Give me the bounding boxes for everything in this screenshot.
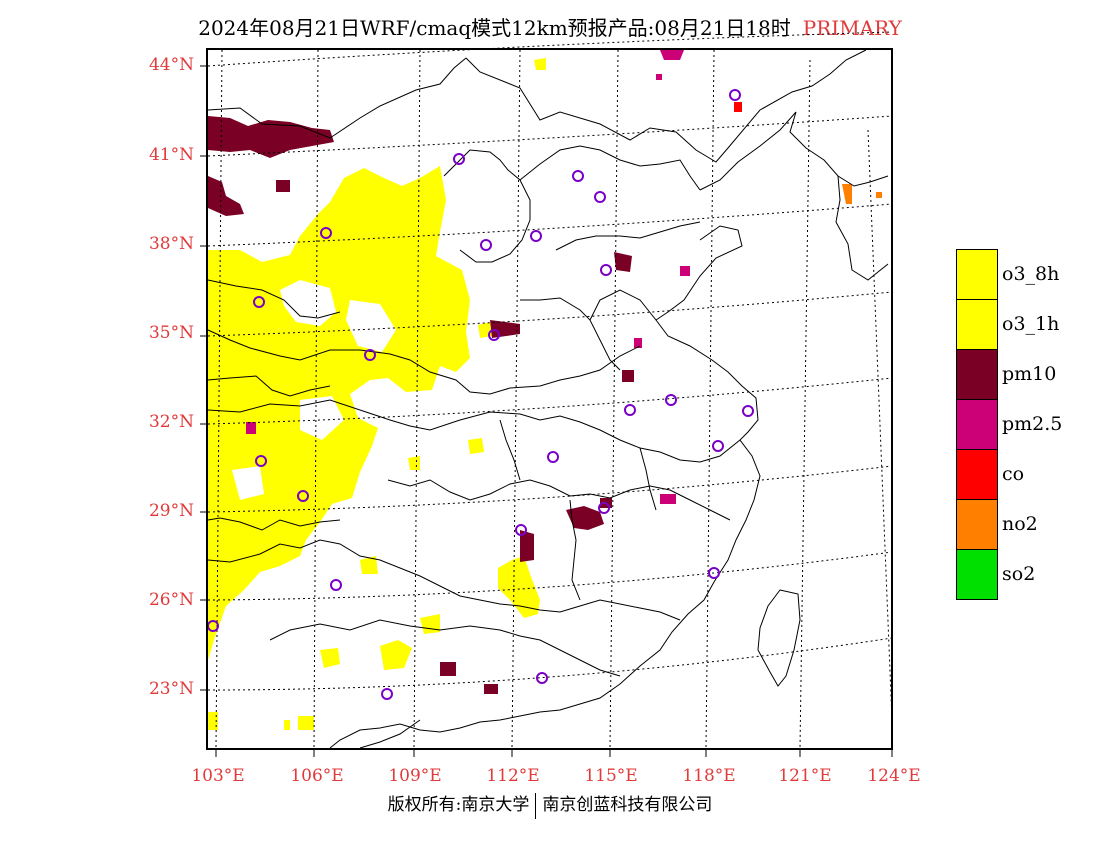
lon-label-124: 124°E (867, 766, 921, 786)
lat-label-32: 32°N (148, 412, 194, 432)
legend-swatch (956, 449, 998, 500)
lon-label-112: 112°E (486, 766, 540, 786)
lon-label-115: 115°E (584, 766, 638, 786)
lat-label-41: 41°N (148, 145, 194, 165)
lat-label-23: 23°N (148, 679, 194, 699)
map-title: 2024年08月21日WRF/cmaq模式12km预报产品:08月21日18时 P… (0, 12, 1100, 41)
lon-label-103: 103°E (191, 766, 245, 786)
legend-swatch (956, 349, 998, 400)
map-frame (206, 48, 893, 750)
lat-label-35: 35°N (148, 323, 194, 343)
co-regions (734, 102, 742, 112)
no2-regions (842, 184, 882, 204)
footer-right: 南京创蓝科技有限公司 (542, 795, 713, 815)
footer-left: 版权所有:南京大学 (387, 795, 530, 815)
copyright-footer: 版权所有:南京大学 南京创蓝科技有限公司 (0, 790, 1100, 819)
lon-label-109: 109°E (388, 766, 442, 786)
title-main: 2024年08月21日WRF/cmaq模式12km预报产品:08月21日18时 (198, 16, 791, 40)
graticule (207, 31, 893, 749)
lon-label-121: 121°E (778, 766, 832, 786)
legend-label: so2 (1002, 563, 1036, 585)
legend-swatch (956, 249, 998, 300)
lon-label-106: 106°E (290, 766, 344, 786)
legend-swatch (956, 299, 998, 350)
axis-ticks (200, 65, 893, 757)
lat-label-26: 26°N (148, 590, 194, 610)
lat-label-38: 38°N (148, 234, 194, 254)
city-markers (207, 89, 754, 700)
legend-label: pm10 (1002, 363, 1057, 385)
lat-label-44: 44°N (148, 55, 194, 75)
title-primary: PRIMARY (802, 16, 902, 40)
lat-label-29: 29°N (148, 501, 194, 521)
footer-separator (535, 792, 537, 819)
legend-swatch (956, 499, 998, 550)
pm25-regions (246, 50, 690, 504)
legend-label: co (1002, 463, 1025, 485)
legend-label: o3_8h (1002, 263, 1060, 285)
legend-swatch (956, 549, 998, 600)
legend-label: no2 (1002, 513, 1038, 535)
legend-label: pm2.5 (1002, 413, 1063, 435)
legend-label: o3_1h (1002, 313, 1060, 335)
o3-gaps (232, 280, 396, 500)
legend-swatch (956, 399, 998, 450)
boundaries (207, 49, 889, 749)
lon-label-118: 118°E (682, 766, 736, 786)
